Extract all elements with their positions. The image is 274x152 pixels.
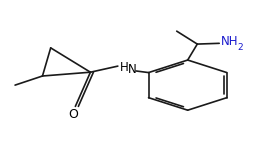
Text: O: O: [68, 108, 78, 121]
Text: N: N: [128, 63, 137, 76]
Text: H: H: [120, 61, 129, 74]
Text: 2: 2: [238, 43, 244, 52]
Text: NH: NH: [221, 35, 238, 48]
